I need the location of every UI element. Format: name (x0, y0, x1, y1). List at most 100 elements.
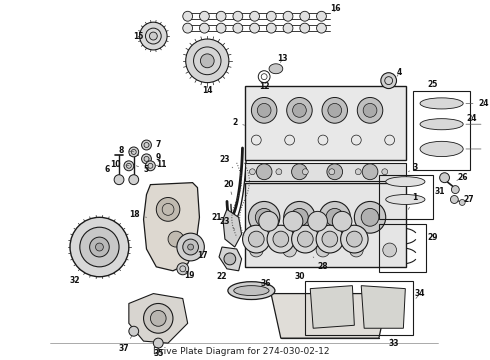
Text: 9: 9 (149, 153, 161, 162)
Circle shape (114, 175, 124, 185)
Polygon shape (361, 285, 405, 328)
Circle shape (283, 11, 293, 21)
Polygon shape (144, 183, 199, 271)
Circle shape (140, 22, 167, 50)
Text: 29: 29 (428, 233, 438, 242)
Circle shape (273, 231, 289, 247)
Text: 19: 19 (184, 271, 195, 280)
Circle shape (156, 198, 180, 221)
Circle shape (153, 338, 163, 348)
Circle shape (183, 23, 193, 33)
Text: 15: 15 (133, 32, 144, 41)
Polygon shape (223, 210, 242, 247)
Circle shape (361, 208, 379, 226)
Text: 18: 18 (129, 210, 147, 219)
Bar (245, 183, 406, 267)
Circle shape (70, 217, 129, 277)
Circle shape (328, 103, 342, 117)
Circle shape (243, 225, 270, 253)
Text: 12: 12 (259, 82, 270, 91)
Ellipse shape (420, 98, 463, 109)
Circle shape (129, 326, 139, 336)
Circle shape (216, 11, 226, 21)
Ellipse shape (386, 194, 425, 204)
Text: 13: 13 (277, 54, 288, 63)
Circle shape (362, 164, 378, 180)
Circle shape (291, 208, 308, 226)
Text: 30: 30 (294, 272, 305, 281)
Text: 23: 23 (220, 156, 233, 168)
Circle shape (302, 169, 308, 175)
Ellipse shape (386, 177, 425, 186)
Circle shape (355, 169, 361, 175)
Circle shape (357, 98, 383, 123)
Circle shape (146, 161, 155, 171)
Text: 32: 32 (70, 276, 80, 285)
Text: 2: 2 (232, 118, 245, 127)
Circle shape (319, 202, 350, 233)
Polygon shape (269, 64, 283, 74)
Circle shape (316, 225, 343, 253)
Polygon shape (129, 294, 188, 343)
Bar (245, 86, 406, 160)
Text: 35: 35 (153, 348, 164, 357)
Circle shape (250, 11, 260, 21)
Text: 26: 26 (457, 173, 467, 182)
Circle shape (188, 244, 194, 250)
Circle shape (341, 225, 368, 253)
Circle shape (329, 169, 335, 175)
Polygon shape (271, 294, 389, 338)
Text: 21: 21 (212, 213, 222, 222)
Circle shape (251, 98, 277, 123)
Circle shape (183, 239, 198, 255)
Text: 10: 10 (110, 160, 129, 169)
Circle shape (129, 175, 139, 185)
Circle shape (259, 211, 278, 231)
Circle shape (233, 23, 243, 33)
Circle shape (450, 195, 458, 203)
Text: 22: 22 (217, 272, 227, 281)
Text: 1: 1 (408, 193, 418, 210)
Text: 16: 16 (330, 4, 341, 13)
Text: 4: 4 (397, 68, 402, 77)
Circle shape (354, 202, 386, 233)
Circle shape (363, 103, 377, 117)
Ellipse shape (234, 285, 269, 296)
Circle shape (297, 231, 313, 247)
Circle shape (200, 54, 214, 68)
Circle shape (316, 243, 330, 257)
Circle shape (256, 164, 272, 180)
Circle shape (129, 147, 139, 157)
Circle shape (293, 103, 306, 117)
Circle shape (144, 303, 173, 333)
Circle shape (199, 23, 209, 33)
Bar (379, 224, 426, 272)
Text: 33: 33 (388, 339, 399, 348)
Circle shape (80, 227, 119, 267)
Polygon shape (310, 285, 354, 328)
Circle shape (283, 243, 296, 257)
Circle shape (300, 11, 310, 21)
Circle shape (267, 225, 294, 253)
Circle shape (267, 23, 276, 33)
Text: 23: 23 (220, 217, 235, 229)
Text: 7: 7 (149, 140, 161, 149)
Circle shape (326, 208, 343, 226)
Text: 3: 3 (408, 163, 418, 172)
Circle shape (249, 243, 263, 257)
Circle shape (168, 231, 184, 247)
Circle shape (322, 98, 347, 123)
Circle shape (459, 199, 465, 206)
Ellipse shape (420, 119, 463, 130)
Circle shape (248, 202, 280, 233)
Circle shape (150, 310, 166, 326)
Circle shape (308, 211, 327, 231)
Circle shape (276, 169, 282, 175)
Circle shape (90, 237, 109, 257)
Circle shape (382, 169, 388, 175)
Circle shape (332, 211, 352, 231)
Ellipse shape (228, 282, 275, 300)
Circle shape (250, 23, 260, 33)
Bar (305, 281, 413, 335)
Circle shape (186, 39, 229, 82)
